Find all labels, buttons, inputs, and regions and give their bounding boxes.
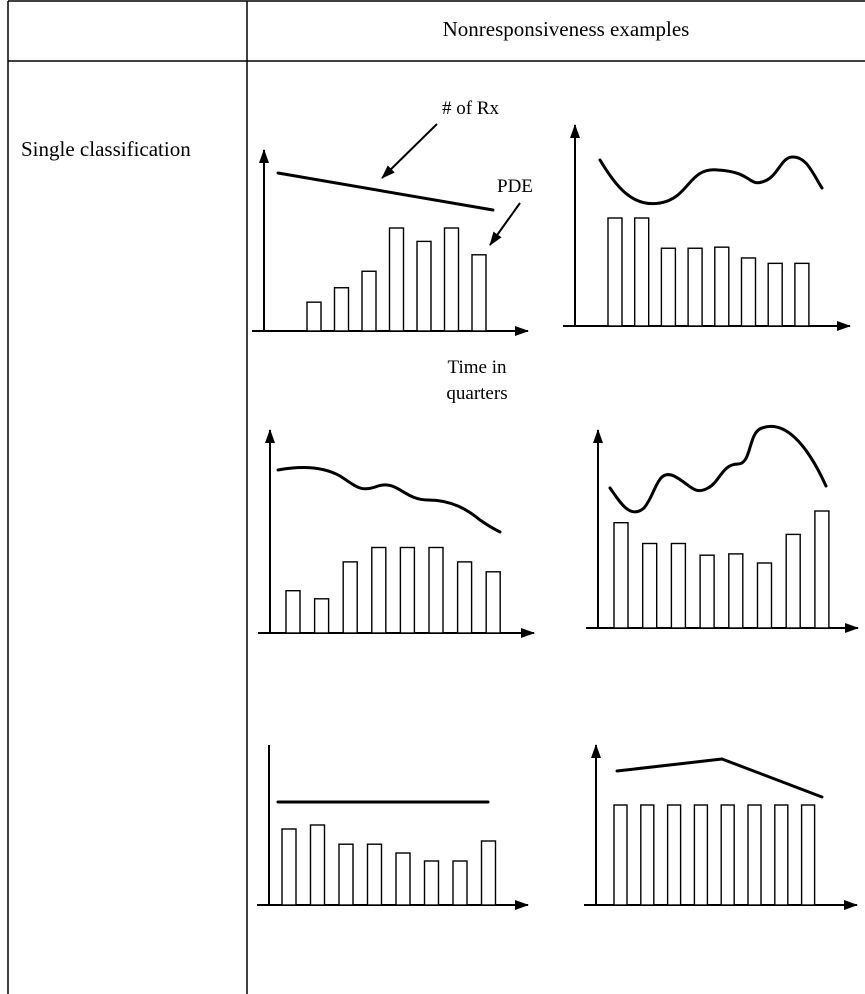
pde-bar bbox=[371, 546, 387, 634]
pde-bar bbox=[471, 254, 487, 332]
pde-bar bbox=[428, 546, 444, 634]
pde-bar bbox=[767, 262, 783, 327]
pde-bar bbox=[399, 546, 416, 634]
rx-line bbox=[615, 757, 824, 799]
rx-line bbox=[276, 466, 502, 534]
pde-bar bbox=[720, 804, 735, 906]
chart-panel-4 bbox=[586, 425, 859, 633]
pde-bar bbox=[756, 562, 773, 629]
pde-bar bbox=[423, 860, 440, 906]
pde-bar bbox=[814, 510, 830, 629]
pde-bar bbox=[714, 246, 730, 327]
pde-bar bbox=[443, 227, 460, 332]
pde-bar bbox=[607, 217, 623, 327]
pde-bar bbox=[747, 804, 762, 906]
chart-panel-5 bbox=[257, 745, 529, 910]
pde-bar bbox=[728, 553, 744, 629]
chart-panel-2 bbox=[563, 124, 851, 331]
rx-line bbox=[276, 171, 495, 212]
pde-bar bbox=[361, 270, 377, 332]
bar-annotation-arrow bbox=[489, 202, 521, 246]
rx-line bbox=[608, 425, 828, 514]
bar-label: PDE bbox=[497, 176, 533, 197]
header-label: Nonresponsiveness examples bbox=[443, 17, 690, 41]
row-label: Single classification bbox=[21, 137, 191, 161]
chart-panel-1 bbox=[252, 149, 529, 336]
pde-bar bbox=[416, 240, 432, 332]
pde-bar bbox=[613, 522, 629, 629]
pde-bar bbox=[342, 561, 358, 634]
pde-bar bbox=[338, 843, 354, 906]
pde-bar bbox=[740, 257, 757, 327]
pde-bar bbox=[281, 828, 297, 906]
pde-bar bbox=[693, 804, 709, 906]
pde-bar bbox=[670, 542, 687, 629]
pde-bar bbox=[613, 804, 628, 906]
line-label: # of Rx bbox=[442, 98, 500, 119]
x-axis-label-line2: quarters bbox=[446, 383, 507, 404]
pde-bar bbox=[634, 217, 650, 327]
chart-panel-6 bbox=[584, 744, 858, 910]
pde-bar bbox=[794, 262, 810, 327]
pde-bar bbox=[660, 247, 677, 327]
pde-bar bbox=[306, 301, 322, 332]
pde-bar bbox=[800, 804, 816, 906]
pde-bar bbox=[699, 554, 715, 629]
pde-bar bbox=[640, 804, 655, 906]
pde-bar bbox=[687, 247, 703, 327]
pde-bar bbox=[666, 804, 682, 906]
pde-bar bbox=[333, 287, 350, 332]
rx-line bbox=[598, 155, 824, 206]
x-axis-label-line1: Time in bbox=[448, 357, 507, 378]
pde-bar bbox=[285, 590, 301, 634]
pde-bar bbox=[313, 598, 330, 634]
table-grid bbox=[7, 0, 865, 994]
pde-bar bbox=[485, 571, 501, 634]
pde-bar bbox=[366, 843, 383, 906]
pde-bar bbox=[456, 561, 473, 634]
chart-panel-3 bbox=[258, 429, 535, 638]
pde-bar bbox=[309, 824, 326, 906]
pde-bar bbox=[480, 840, 497, 906]
pde-bar bbox=[395, 852, 411, 906]
pde-bar bbox=[452, 860, 468, 906]
line-annotation-arrow bbox=[381, 123, 438, 179]
pde-bar bbox=[785, 533, 801, 629]
pde-bar bbox=[642, 542, 658, 629]
pde-bar bbox=[388, 227, 405, 332]
pde-bar bbox=[774, 804, 789, 906]
